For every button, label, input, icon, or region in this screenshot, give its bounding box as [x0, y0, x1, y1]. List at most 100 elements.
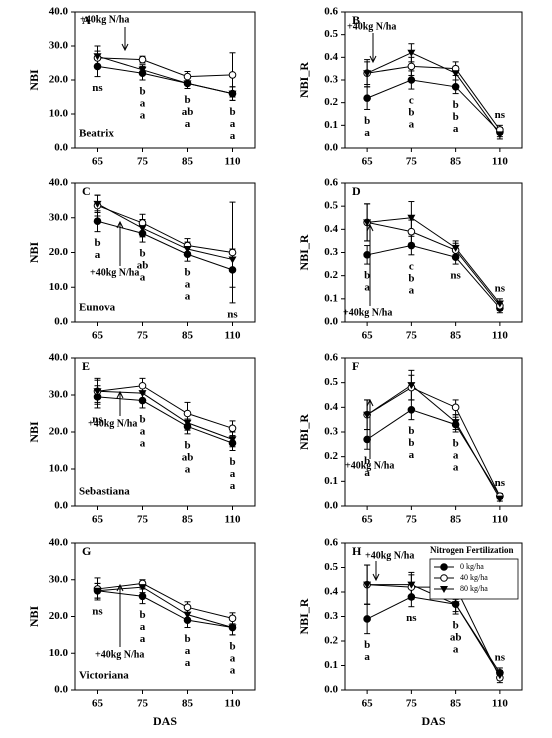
significance-letter: a: [185, 279, 191, 291]
y-tick-label: 0.0: [54, 500, 68, 512]
y-tick-label: 0.6: [324, 537, 338, 549]
marker: [93, 62, 102, 71]
y-tick-label: 0.2: [324, 96, 338, 108]
significance-letter: a: [230, 130, 236, 142]
y-axis-label: NBI: [27, 421, 41, 443]
arrow-head: [366, 223, 374, 232]
marker: [93, 587, 102, 595]
cultivar-label: Sebastiana: [79, 486, 130, 498]
arrow-label: +40kg N/ha: [345, 460, 394, 471]
significance-letter: b: [364, 639, 370, 651]
marker: [138, 592, 147, 601]
significance-letter: ns: [227, 308, 238, 320]
panel-letter: C: [82, 184, 91, 198]
y-tick-label: 0.4: [324, 586, 338, 598]
marker: [495, 131, 504, 139]
significance-letter: b: [364, 270, 370, 282]
marker: [228, 248, 237, 257]
significance-letter: b: [364, 455, 370, 467]
marker: [407, 62, 416, 71]
marker: [363, 411, 372, 419]
x-tick-label: 85: [182, 330, 194, 342]
significance-letter: a: [230, 664, 236, 676]
marker: [93, 200, 102, 208]
y-tick-label: 0.6: [324, 177, 338, 189]
y-axis-label: NBI: [27, 69, 41, 91]
x-tick-label: 85: [182, 698, 194, 710]
y-tick-label: 0.4: [324, 51, 338, 63]
significance-letter: b: [229, 456, 235, 468]
x-tick-label: 85: [450, 156, 462, 168]
x-tick-label: 110: [225, 156, 241, 168]
x-tick-label: 75: [406, 330, 418, 342]
y-tick-label: 0.0: [324, 316, 338, 328]
x-tick-label: 65: [92, 698, 104, 710]
x-tick-label: 65: [92, 330, 104, 342]
panel-letter: F: [352, 359, 359, 373]
significance-letter: a: [409, 119, 415, 131]
marker: [93, 53, 102, 61]
x-tick-label: 85: [450, 698, 462, 710]
marker: [407, 581, 416, 589]
significance-letter: a: [140, 425, 146, 437]
marker: [138, 55, 147, 64]
y-axis-label: NBI: [27, 606, 41, 628]
y-tick-label: 0.3: [324, 426, 338, 438]
marker: [228, 614, 237, 623]
arrow-label: +40kg N/ha: [365, 550, 414, 561]
significance-letter: a: [364, 282, 370, 294]
series-line: [366, 52, 501, 135]
y-tick-label: 0.0: [324, 500, 338, 512]
series-line: [366, 409, 501, 497]
significance-letter: c: [409, 95, 414, 107]
significance-letter: a: [453, 462, 459, 474]
y-tick-label: 0.5: [324, 561, 338, 573]
significance-letter: ab: [182, 106, 194, 118]
marker: [363, 70, 372, 78]
x-tick-label: 85: [182, 514, 194, 526]
y-tick-label: 0.1: [324, 119, 338, 131]
significance-letter: b: [184, 633, 190, 645]
arrow-label: +40kg N/ha: [95, 649, 144, 660]
significance-letter: a: [185, 463, 191, 475]
marker: [363, 581, 372, 589]
x-tick-label: 110: [492, 698, 508, 710]
marker: [228, 436, 237, 444]
marker: [363, 219, 372, 227]
marker: [495, 300, 504, 308]
marker: [138, 225, 147, 233]
marker: [451, 70, 460, 78]
marker: [451, 244, 460, 252]
plot-frame: [74, 357, 256, 507]
marker: [138, 66, 147, 74]
y-tick-label: 0.3: [324, 74, 338, 86]
significance-letter: a: [140, 621, 146, 633]
marker: [228, 256, 237, 264]
legend-label: 40 kg/ha: [460, 573, 488, 582]
x-tick-label: 75: [137, 698, 149, 710]
y-tick-label: 0.5: [324, 28, 338, 40]
significance-letter: a: [140, 437, 146, 449]
significance-letter: ab: [137, 260, 149, 272]
x-tick-label: 75: [137, 330, 149, 342]
x-tick-label: 75: [137, 514, 149, 526]
x-tick-label: 110: [492, 330, 508, 342]
significance-letter: a: [230, 118, 236, 130]
series-line: [366, 596, 501, 674]
marker: [138, 381, 147, 390]
y-tick-label: 0.6: [324, 6, 338, 18]
y-tick-label: 0.3: [324, 610, 338, 622]
x-tick-label: 65: [362, 330, 374, 342]
marker: [440, 574, 448, 582]
y-tick-label: 30.0: [49, 573, 69, 585]
legend-label: 80 kg/ha: [460, 584, 488, 593]
marker: [440, 586, 448, 593]
y-axis-label: NBI_R: [297, 234, 311, 270]
x-tick-label: 110: [492, 514, 508, 526]
y-tick-label: 10.0: [49, 463, 69, 475]
marker: [228, 424, 237, 433]
significance-letter: a: [95, 249, 101, 261]
marker: [451, 253, 460, 261]
significance-letter: b: [453, 438, 459, 450]
marker: [93, 217, 102, 226]
